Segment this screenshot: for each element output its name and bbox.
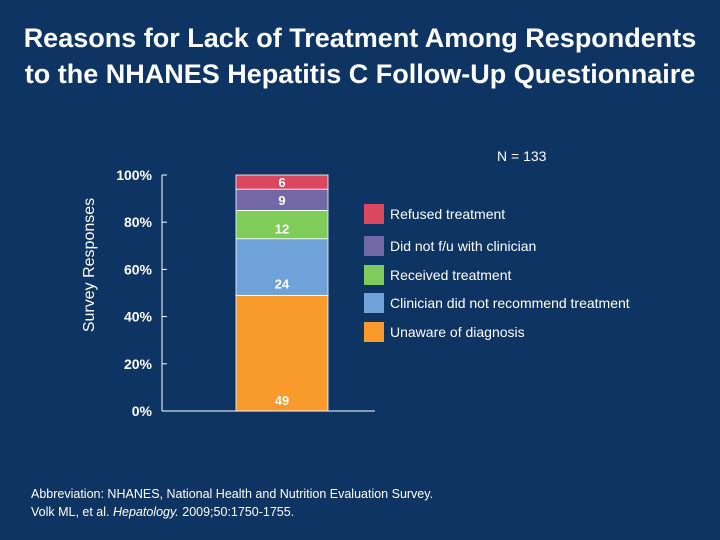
legend-label: Received treatment (390, 267, 512, 283)
legend-swatch (364, 293, 384, 313)
citation-journal: Hepatology. (112, 505, 179, 519)
bar-segment (235, 294, 329, 412)
legend-swatch (364, 204, 384, 224)
y-tick-label: 40% (124, 309, 153, 325)
bar-segment (235, 209, 329, 240)
legend-label: Did not f/u with clinician (390, 238, 537, 254)
bar-segment-value-label: 6 (278, 175, 285, 190)
citation-details: 2009;50:1750-1755. (178, 505, 295, 519)
sample-size-label: N = 133 (497, 148, 547, 164)
citation-authors: Volk ML, et al. (31, 505, 113, 519)
legend-label: Refused treatment (390, 206, 506, 222)
bar-segment-value-label: 24 (275, 276, 290, 291)
slide-title: Reasons for Lack of Treatment Among Resp… (23, 23, 697, 89)
y-tick-label: 60% (124, 261, 153, 277)
bar-segment (235, 174, 329, 190)
y-tick-label: 80% (124, 214, 153, 230)
footnote-citation: Volk ML, et al. Hepatology. 2009;50:1750… (31, 503, 433, 521)
y-tick-label: 20% (124, 356, 153, 372)
bar-segment-value-label: 9 (278, 193, 285, 208)
footnote: Abbreviation: NHANES, National Health an… (31, 485, 433, 521)
legend-swatch (364, 265, 384, 285)
y-tick-label: 100% (116, 167, 152, 183)
legend-label: Clinician did not recommend treatment (390, 295, 630, 311)
bar-segment-value-label: 49 (275, 393, 289, 408)
y-tick-label: 0% (132, 403, 153, 419)
bar-segment (235, 238, 329, 296)
legend-swatch (364, 236, 384, 256)
legend-swatch (364, 322, 384, 342)
footnote-abbreviation: Abbreviation: NHANES, National Health an… (31, 487, 434, 501)
bar-segment-value-label: 12 (275, 222, 289, 237)
legend-label: Unaware of diagnosis (390, 324, 525, 340)
